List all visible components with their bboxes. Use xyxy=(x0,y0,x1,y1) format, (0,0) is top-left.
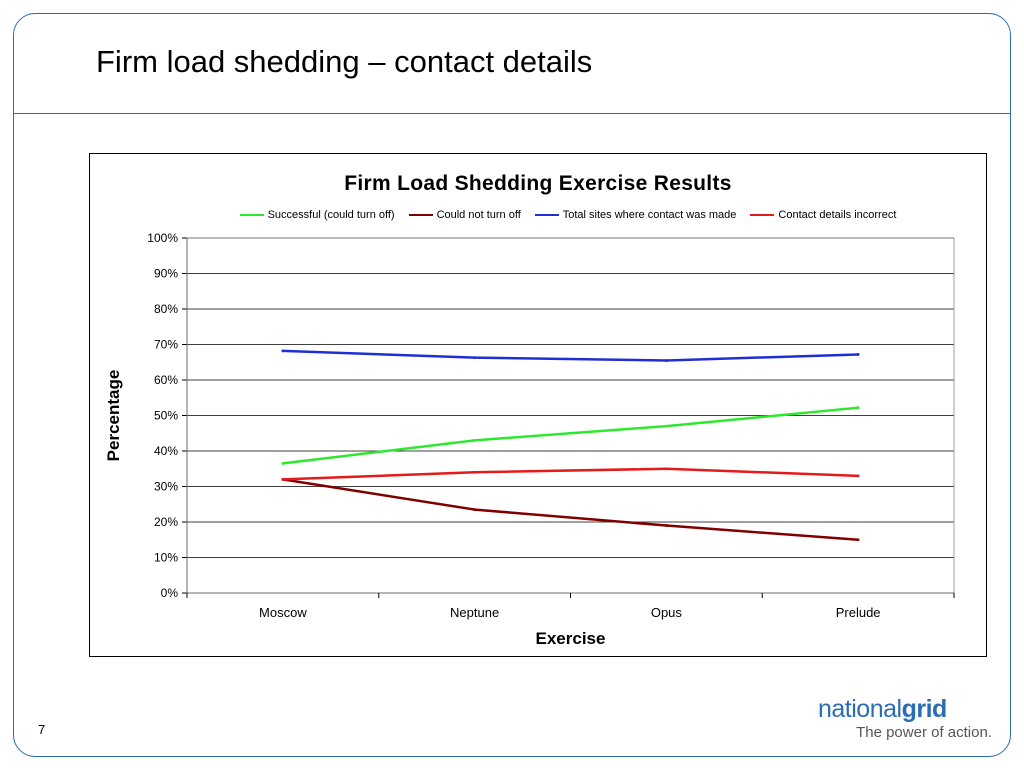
y-tick-label: 100% xyxy=(147,231,178,245)
legend-swatch-successful xyxy=(239,213,264,217)
y-tick-label: 50% xyxy=(154,409,178,423)
data-point xyxy=(473,508,477,511)
x-tick-label: Prelude xyxy=(836,605,881,620)
legend-item-total-contact: Total sites where contact was made xyxy=(534,209,737,221)
series-line-2 xyxy=(282,349,859,362)
data-point xyxy=(856,474,860,478)
chart-container xyxy=(89,153,987,657)
data-point xyxy=(856,353,860,356)
brand-name-light: national xyxy=(818,695,902,723)
y-tick-label: 80% xyxy=(154,302,178,316)
legend-item-could-not-turn-off: Could not turn off xyxy=(408,209,521,221)
data-point xyxy=(856,406,860,410)
slide-title: Firm load shedding – contact details xyxy=(96,44,593,79)
y-tick-label: 30% xyxy=(154,480,178,494)
legend-label-total-contact: Total sites where contact was made xyxy=(562,209,737,221)
data-point xyxy=(473,356,477,360)
nationalgrid-logo: nationalgrid The power of action. xyxy=(818,694,998,742)
page-number: 7 xyxy=(38,722,46,737)
y-tick-label: 40% xyxy=(154,444,178,458)
data-point xyxy=(473,470,477,474)
title-divider xyxy=(13,113,1011,114)
y-tick-label: 90% xyxy=(154,267,178,281)
series-line-0 xyxy=(282,406,859,465)
chart-title: Firm Load Shedding Exercise Results xyxy=(344,172,732,195)
y-tick-label: 70% xyxy=(154,338,178,352)
y-tick-label: 60% xyxy=(154,373,178,387)
legend-label-contact-incorrect: Contact details incorrect xyxy=(778,209,897,221)
y-tick-label: 10% xyxy=(154,551,178,565)
y-tick-label: 0% xyxy=(161,586,179,600)
legend-label-successful: Successful (could turn off) xyxy=(267,209,395,221)
x-tick-label: Opus xyxy=(651,605,683,620)
data-point xyxy=(281,462,285,465)
brand-name: nationalgrid xyxy=(818,694,998,724)
brand-tagline: The power of action. xyxy=(856,724,992,741)
data-point xyxy=(664,467,668,471)
x-tick-label: Moscow xyxy=(259,605,307,620)
brand-name-bold: grid xyxy=(901,695,948,723)
y-tick-label: 20% xyxy=(154,515,178,529)
legend-label-could-not-turn-off: Could not turn off xyxy=(436,209,521,221)
line-chart: 0% 10% 20% 30% 40% 50% 60% 70% 80% 90% 100% Moscow N… xyxy=(104,231,955,648)
legend-item-contact-incorrect: Contact details incorrect xyxy=(750,209,896,221)
slide-frame xyxy=(13,13,1011,757)
data-point xyxy=(664,524,668,527)
data-point xyxy=(473,438,477,442)
data-point xyxy=(281,349,285,353)
data-point xyxy=(856,538,860,542)
data-point xyxy=(664,424,668,428)
legend-swatch-could-not-turn-off xyxy=(408,213,433,217)
x-axis-title: Exercise xyxy=(536,629,606,648)
x-tick-label: Neptune xyxy=(450,605,499,620)
series-line-3 xyxy=(282,467,859,481)
legend-item-successful: Successful (could turn off) xyxy=(239,209,395,221)
chart-legend: Successful (could turn off) Could not tu… xyxy=(150,209,986,221)
y-axis-title: Percentage xyxy=(104,370,123,462)
series-line-1 xyxy=(282,478,859,541)
legend-swatch-total-contact xyxy=(534,213,559,217)
legend-swatch-contact-incorrect xyxy=(750,213,775,217)
data-point xyxy=(281,478,285,481)
data-point xyxy=(664,359,668,362)
